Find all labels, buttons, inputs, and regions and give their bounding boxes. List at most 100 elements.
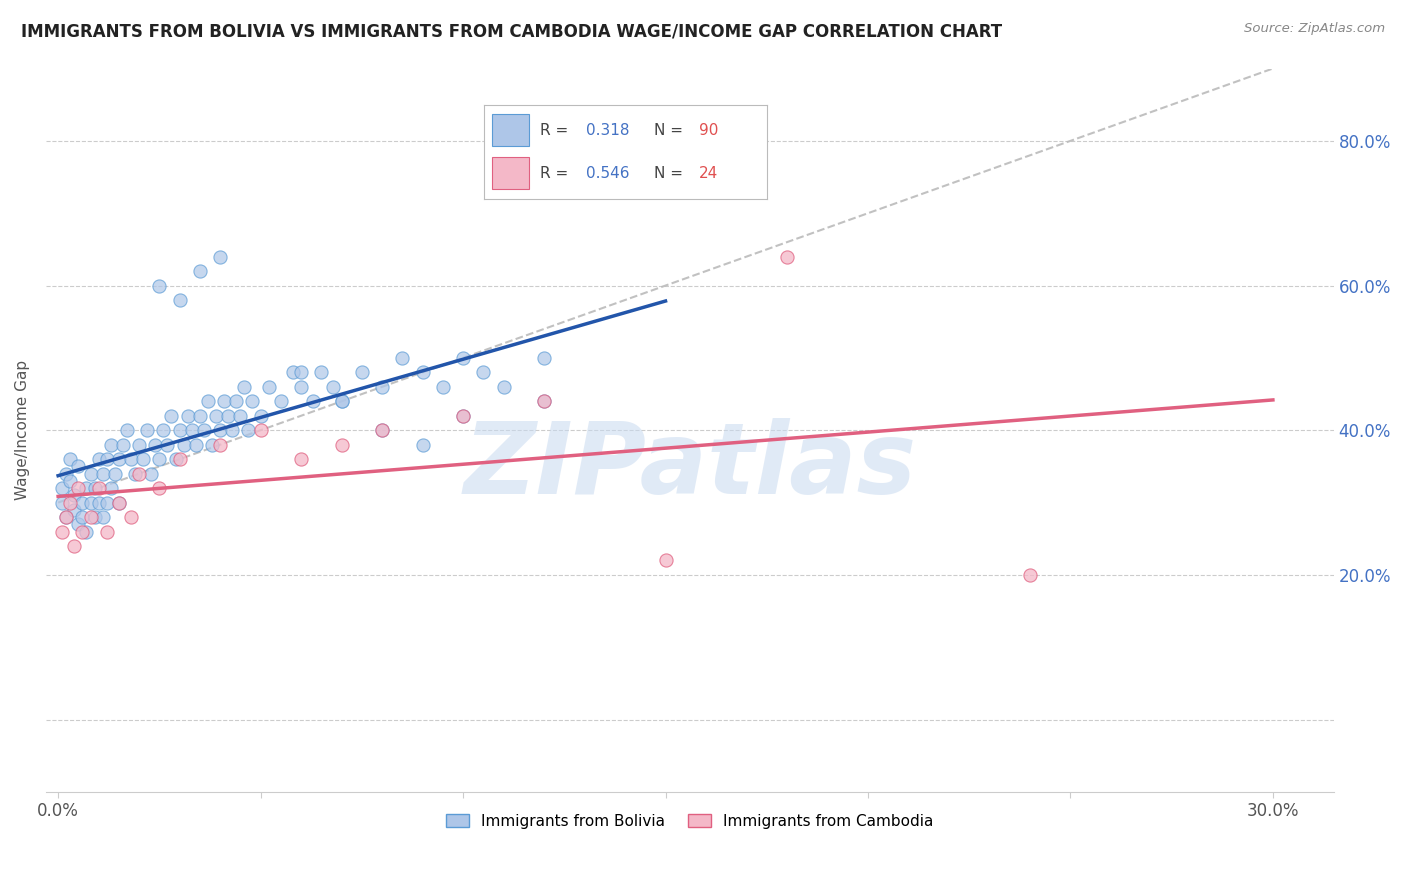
Point [371,380,394,394]
Text: ZIPatlas: ZIPatlas [463,418,917,515]
Point [169,293,191,307]
Point [242,394,264,409]
Point [169,452,191,467]
Point [96,452,118,467]
Point [108,495,131,509]
Point [290,380,312,394]
Point [281,365,304,379]
Point [67,517,90,532]
Point [371,423,394,437]
Point [128,467,150,481]
Point [188,409,211,423]
Point [96,524,118,539]
Point [173,438,195,452]
Point [148,278,170,293]
Point [83,510,105,524]
Point [59,474,82,488]
Point [412,365,434,379]
Point [104,467,127,481]
Point [143,438,166,452]
Point [152,423,174,437]
Point [148,481,170,495]
Point [193,423,215,437]
Point [59,495,82,509]
Point [75,524,97,539]
Point [212,394,235,409]
Point [302,394,325,409]
Point [350,365,373,379]
Point [209,423,232,437]
Point [63,503,86,517]
Point [184,438,207,452]
Point [67,481,90,495]
Point [165,452,187,467]
Point [290,365,312,379]
Point [322,380,344,394]
Point [209,250,232,264]
Point [776,250,799,264]
Point [59,452,82,467]
Point [141,467,163,481]
Point [87,481,110,495]
Point [111,438,134,452]
Point [217,409,239,423]
Point [51,481,73,495]
Point [238,423,260,437]
Text: Source: ZipAtlas.com: Source: ZipAtlas.com [1244,22,1385,36]
Point [533,351,555,365]
Point [249,409,271,423]
Point [108,452,131,467]
Point [176,409,198,423]
Point [72,510,94,524]
Point [120,510,142,524]
Point [120,452,142,467]
Point [79,467,101,481]
Point [209,438,232,452]
Point [432,380,454,394]
Point [132,452,155,467]
Point [148,452,170,467]
Point [83,481,105,495]
Point [156,438,179,452]
Point [233,380,256,394]
Point [55,510,77,524]
Point [451,409,474,423]
Point [201,438,224,452]
Point [115,423,138,437]
Point [91,467,114,481]
Point [492,380,515,394]
Point [225,394,247,409]
Point [100,481,122,495]
Point [371,423,394,437]
Point [330,438,353,452]
Point [87,452,110,467]
Point [67,459,90,474]
Point [451,409,474,423]
Point [55,467,77,481]
Point [311,365,333,379]
Point [160,409,183,423]
Point [63,539,86,553]
Point [55,510,77,524]
Point [654,553,676,567]
Point [108,495,131,509]
Point [188,264,211,278]
Point [533,394,555,409]
Point [451,351,474,365]
Point [87,495,110,509]
Point [197,394,219,409]
Point [412,438,434,452]
Point [79,495,101,509]
Point [533,394,555,409]
Legend: Immigrants from Bolivia, Immigrants from Cambodia: Immigrants from Bolivia, Immigrants from… [440,807,939,835]
Point [169,423,191,437]
Point [270,394,292,409]
Point [72,524,94,539]
Point [63,488,86,502]
Point [1019,568,1042,582]
Point [330,394,353,409]
Point [96,495,118,509]
Point [472,365,495,379]
Text: IMMIGRANTS FROM BOLIVIA VS IMMIGRANTS FROM CAMBODIA WAGE/INCOME GAP CORRELATION : IMMIGRANTS FROM BOLIVIA VS IMMIGRANTS FR… [21,22,1002,40]
Point [79,510,101,524]
